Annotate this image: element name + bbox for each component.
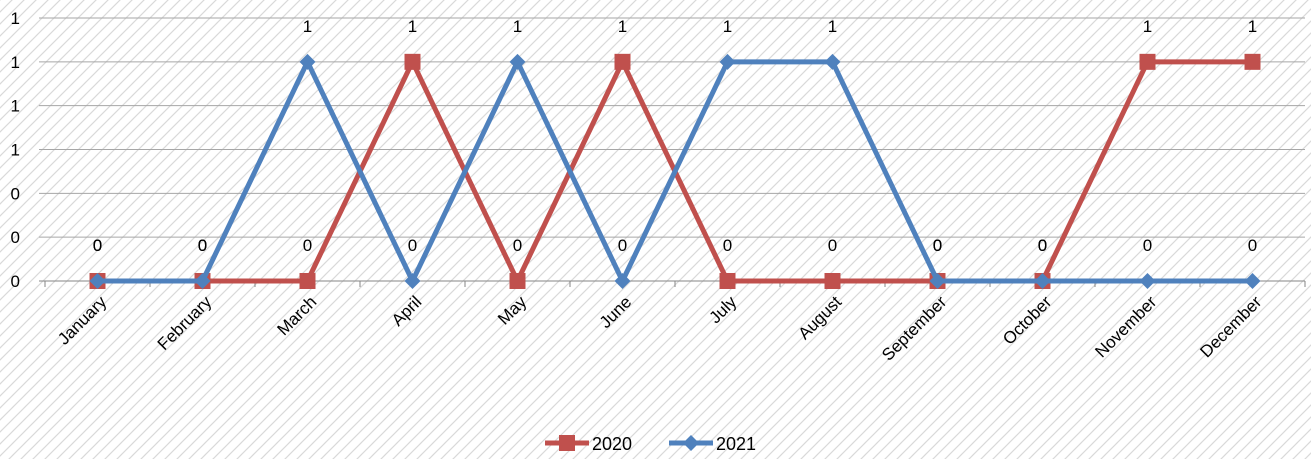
legend-label: 2021 [716,434,756,454]
data-label: 0 [408,236,417,255]
data-point [1244,273,1261,289]
data-point [1034,273,1051,289]
data-label: 1 [1143,17,1152,36]
data-label: 0 [933,236,942,255]
data-label: 0 [198,236,207,255]
legend-item-2021: 2021 [669,434,756,454]
data-label: 0 [1038,236,1047,255]
data-point [89,273,106,289]
data-label: 0 [513,236,522,255]
data-label: 1 [618,17,627,36]
data-label: 0 [93,236,102,255]
data-point [404,53,421,70]
data-label: 1 [408,17,417,36]
data-point [614,53,631,70]
legend-label: 2020 [592,434,632,454]
data-point [1139,53,1156,70]
data-point [719,53,736,70]
data-label: 0 [198,236,207,255]
data-label: 0 [303,236,312,255]
data-point [509,273,526,289]
data-label: 0 [93,236,102,255]
data-point [299,273,316,289]
y-tick-label: 1 [11,141,20,160]
data-label: 1 [828,17,837,36]
y-tick-label: 1 [11,9,20,28]
y-axis-tick-labels: 0 0 0 1 1 1 1 [11,9,20,291]
data-label: 0 [933,236,942,255]
y-tick-label: 0 [11,228,20,247]
legend: 2020 2021 [545,434,756,454]
gridlines [39,17,1305,282]
series-line-2021 [97,59,1253,284]
data-label: 0 [1248,236,1257,255]
y-tick-label: 0 [11,184,20,203]
data-label: 0 [1143,236,1152,255]
series-group [89,53,1261,289]
legend-marker [683,435,699,451]
data-label: 0 [618,236,627,255]
data-label: 1 [303,17,312,36]
series-2021 [89,53,1261,289]
data-point [194,273,211,289]
data-point [404,273,421,289]
data-label: 1 [1248,17,1257,36]
data-label: 0 [1038,236,1047,255]
data-label: 1 [723,17,732,36]
data-point [929,273,946,289]
data-point [1139,273,1156,289]
data-point [1244,53,1261,70]
y-tick-label: 0 [11,272,20,291]
legend-marker [559,435,575,451]
data-label: 1 [513,17,522,36]
legend-item-2020: 2020 [545,434,632,454]
data-point [824,273,841,289]
data-point [299,53,316,70]
data-label: 0 [723,236,732,255]
data-point [719,273,736,289]
data-label: 0 [828,236,837,255]
y-tick-label: 1 [11,53,20,72]
data-point [824,53,841,70]
y-tick-label: 1 [11,97,20,116]
data-point [509,53,526,70]
data-point [614,273,631,289]
